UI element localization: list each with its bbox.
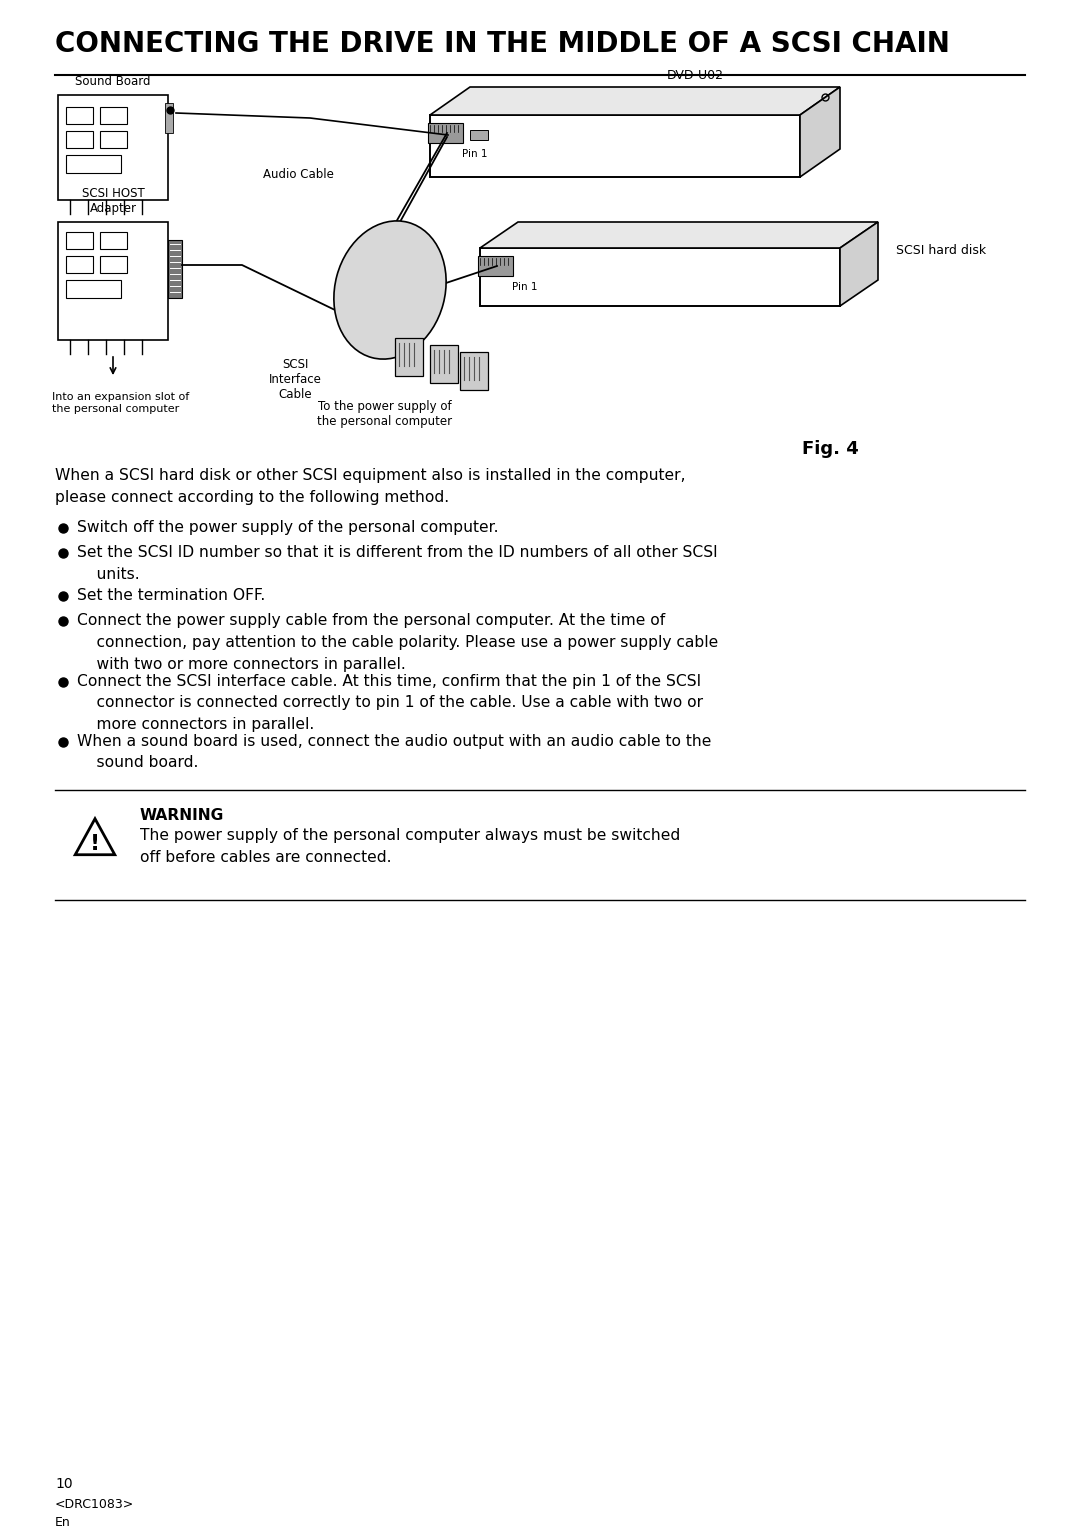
- Polygon shape: [430, 87, 840, 115]
- Bar: [430, 345, 458, 383]
- Bar: [480, 248, 840, 307]
- Bar: [428, 123, 463, 143]
- Text: Audio Cable: Audio Cable: [262, 169, 334, 181]
- Text: When a SCSI hard disk or other SCSI equipment also is installed in the computer,: When a SCSI hard disk or other SCSI equi…: [55, 468, 686, 504]
- Bar: [66, 231, 93, 248]
- Bar: [100, 256, 127, 273]
- Bar: [478, 256, 513, 276]
- Text: SCSI
Interface
Cable: SCSI Interface Cable: [269, 359, 322, 402]
- Bar: [100, 231, 127, 248]
- Bar: [460, 353, 488, 389]
- Text: Set the SCSI ID number so that it is different from the ID numbers of all other : Set the SCSI ID number so that it is dif…: [77, 546, 717, 583]
- Polygon shape: [480, 222, 878, 248]
- Bar: [66, 107, 93, 124]
- Bar: [66, 130, 93, 149]
- Text: Connect the power supply cable from the personal computer. At the time of
    co: Connect the power supply cable from the …: [77, 613, 718, 671]
- Text: SCSI HOST
Adapter: SCSI HOST Adapter: [82, 187, 145, 215]
- Bar: [66, 281, 121, 297]
- Text: CONNECTING THE DRIVE IN THE MIDDLE OF A SCSI CHAIN: CONNECTING THE DRIVE IN THE MIDDLE OF A …: [55, 31, 950, 58]
- Bar: [100, 130, 127, 149]
- Polygon shape: [840, 222, 878, 307]
- Text: Sound Board: Sound Board: [76, 75, 151, 87]
- Text: WARNING: WARNING: [140, 808, 225, 823]
- Text: Connect the SCSI interface cable. At this time, confirm that the pin 1 of the SC: Connect the SCSI interface cable. At thi…: [77, 673, 703, 731]
- Bar: [470, 130, 488, 140]
- Bar: [165, 103, 173, 133]
- Bar: [430, 115, 800, 176]
- Text: En: En: [55, 1516, 71, 1528]
- Text: DVD-U02: DVD-U02: [666, 69, 724, 81]
- Text: 10: 10: [55, 1476, 72, 1492]
- Text: To the power supply of
the personal computer: To the power supply of the personal comp…: [318, 400, 453, 428]
- Text: The power supply of the personal computer always must be switched
off before cab: The power supply of the personal compute…: [140, 828, 680, 865]
- Text: <DRC1083>: <DRC1083>: [55, 1498, 134, 1512]
- Bar: [66, 256, 93, 273]
- Text: When a sound board is used, connect the audio output with an audio cable to the
: When a sound board is used, connect the …: [77, 734, 712, 770]
- Text: Set the termination OFF.: Set the termination OFF.: [77, 589, 266, 602]
- Polygon shape: [76, 819, 114, 855]
- Bar: [58, 95, 168, 199]
- Text: Switch off the power supply of the personal computer.: Switch off the power supply of the perso…: [77, 520, 499, 535]
- Bar: [66, 155, 121, 173]
- Bar: [168, 241, 183, 297]
- Bar: [100, 107, 127, 124]
- Bar: [58, 222, 168, 340]
- Ellipse shape: [334, 221, 446, 359]
- Text: Fig. 4: Fig. 4: [801, 440, 859, 458]
- Text: Into an expansion slot of
the personal computer: Into an expansion slot of the personal c…: [52, 392, 189, 414]
- Text: SCSI hard disk: SCSI hard disk: [896, 244, 986, 258]
- Text: Pin 1: Pin 1: [512, 282, 538, 291]
- Bar: [395, 337, 423, 376]
- Polygon shape: [800, 87, 840, 176]
- Text: Pin 1: Pin 1: [462, 149, 487, 159]
- Text: !: !: [90, 834, 100, 854]
